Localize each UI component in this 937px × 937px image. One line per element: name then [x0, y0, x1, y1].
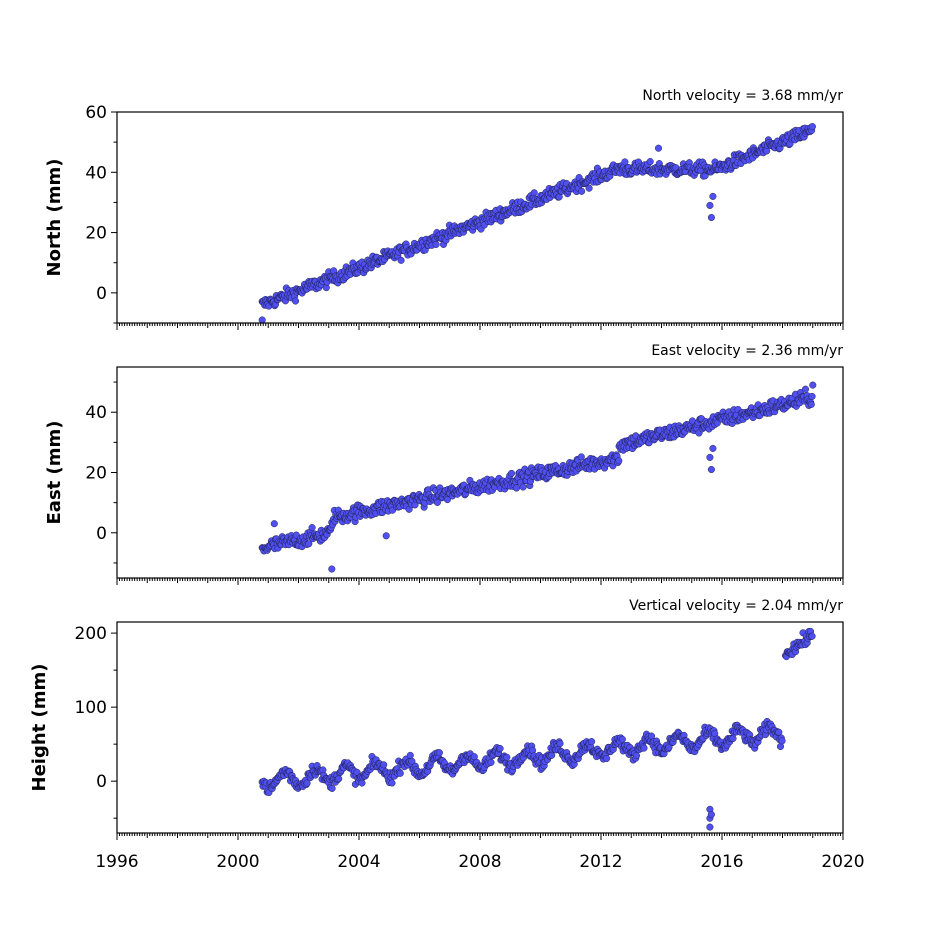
height-point-621	[775, 728, 783, 736]
east-point-667	[382, 532, 390, 540]
east-y-tick-label: 0	[96, 524, 107, 544]
height-point-294	[503, 753, 511, 761]
height-point-213	[435, 749, 443, 757]
height-point-459	[640, 744, 648, 752]
east-point-56	[305, 540, 313, 548]
east-axes-frame	[116, 366, 844, 579]
height-point-358	[556, 740, 564, 748]
height-point-120	[358, 779, 366, 787]
north-point-209	[432, 240, 440, 248]
north-point-667	[654, 144, 663, 152]
height-point-286	[496, 744, 504, 753]
east-point-669	[809, 381, 817, 389]
east-point-662	[808, 392, 816, 400]
north-point-393	[585, 184, 593, 192]
north-velocity-label: North velocity = 3.68 mm/yr	[642, 88, 843, 104]
north-panel: North velocity = 3.68 mm/yr North (mm) 0…	[44, 88, 844, 330]
height-point-180	[408, 757, 416, 765]
east-y-tick-label: 40	[85, 403, 107, 423]
north-y-tick-label: 20	[85, 224, 107, 244]
height-point-658	[808, 632, 816, 640]
north-y-axis-label: North (mm)	[44, 159, 65, 277]
height-point-414	[603, 754, 611, 763]
height-y-axis-label: Height (mm)	[29, 664, 50, 792]
height-panel: Vertical velocity = 2.04 mm/yr Height (m…	[29, 598, 865, 872]
height-point-625	[778, 737, 786, 745]
north-point-668	[258, 316, 266, 324]
north-point-327	[530, 189, 538, 197]
x-tick-label-2008: 2008	[458, 852, 501, 872]
north-y-tick-label: 40	[85, 163, 107, 183]
east-velocity-label: East velocity = 2.36 mm/yr	[651, 343, 843, 359]
north-point-40	[291, 297, 300, 305]
north-point-663	[808, 123, 816, 131]
x-tick-label-2000: 2000	[216, 852, 259, 872]
height-point-92	[335, 775, 343, 783]
x-tick-label-2012: 2012	[579, 852, 622, 872]
east-point-661	[807, 400, 815, 408]
east-y-tick-label: 20	[85, 464, 107, 484]
north-point-167	[397, 256, 405, 264]
east-point-666	[709, 444, 717, 452]
east-point-664	[707, 465, 715, 474]
north-point-467	[646, 158, 654, 166]
height-point-54	[303, 779, 311, 787]
height-point-450	[632, 752, 641, 760]
height-y-tick-label: 200	[75, 624, 107, 644]
north-point-664	[707, 213, 715, 222]
east-point-60	[308, 524, 316, 532]
east-point-665	[706, 453, 714, 461]
x-tick-label-2020: 2020	[821, 852, 864, 872]
north-data-points	[258, 123, 816, 324]
north-point-384	[578, 187, 586, 195]
north-y-tick-label: 60	[85, 103, 107, 123]
east-point-384	[577, 453, 585, 461]
height-point-166	[396, 769, 404, 777]
x-tick-label-2016: 2016	[700, 852, 743, 872]
height-point-146	[380, 761, 388, 769]
height-y-tick-label: 0	[96, 772, 107, 792]
height-point-661	[706, 823, 714, 831]
height-point-178	[406, 751, 414, 759]
east-point-663	[328, 565, 336, 573]
height-point-84	[328, 784, 336, 792]
height-point-275	[487, 758, 495, 766]
height-point-662	[707, 810, 715, 819]
height-data-points	[258, 627, 816, 831]
north-point-666	[709, 192, 717, 200]
x-tick-label-1996: 1996	[95, 852, 138, 872]
east-point-429	[615, 457, 623, 465]
east-point-654	[801, 385, 810, 393]
north-point-665	[706, 201, 714, 209]
east-point-300	[507, 469, 516, 477]
north-y-tick-label: 0	[96, 284, 107, 304]
height-y-tick-label: 100	[75, 698, 107, 718]
east-y-axis-label: East (mm)	[44, 421, 65, 525]
north-point-436	[621, 158, 629, 166]
height-point-156	[388, 779, 396, 787]
east-point-668	[270, 520, 278, 528]
east-panel: East velocity = 2.36 mm/yr East (mm) 0 20…	[44, 343, 844, 585]
height-point-433	[618, 735, 626, 743]
east-point-314	[519, 483, 527, 491]
x-tick-label-2004: 2004	[337, 852, 380, 872]
east-data-points	[258, 381, 817, 573]
vertical-velocity-label: Vertical velocity = 2.04 mm/yr	[629, 598, 843, 614]
east-point-306	[512, 484, 521, 492]
height-point-396	[588, 738, 596, 746]
